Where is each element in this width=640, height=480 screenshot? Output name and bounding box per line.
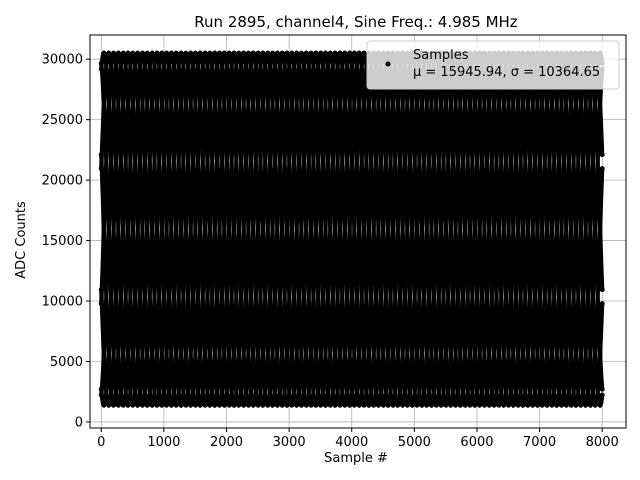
y-axis-ticks: 0 5000 10000 15000 20000 25000 30000 — [42, 53, 90, 430]
sample-point — [599, 152, 605, 158]
x-tick-label: 1000 — [147, 435, 180, 450]
sample-point — [98, 386, 104, 392]
plot-area — [89, 34, 627, 429]
y-tick-label: 10000 — [42, 295, 83, 310]
x-tick-label: 3000 — [273, 435, 306, 450]
y-axis-label: ADC Counts — [14, 201, 29, 279]
y-tick-label: 30000 — [42, 53, 83, 68]
x-axis-label: Sample # — [324, 451, 388, 466]
x-tick-label: 6000 — [460, 435, 493, 450]
x-axis-ticks: 0 1000 2000 3000 4000 5000 6000 7000 8000 — [97, 428, 619, 450]
sample-point — [98, 66, 104, 72]
axes-frame — [89, 34, 627, 429]
x-tick-label: 4000 — [335, 435, 368, 450]
sample-point — [98, 287, 104, 293]
sample-point — [599, 287, 605, 293]
sample-trace-phase-7 — [99, 50, 605, 408]
y-tick-label: 20000 — [42, 174, 83, 189]
sample-point — [98, 301, 104, 307]
sample-point — [599, 166, 605, 172]
x-tick-label: 0 — [97, 435, 105, 450]
sample-point — [599, 301, 605, 307]
legend-marker-samples — [385, 61, 391, 67]
data-points-layer — [98, 50, 605, 408]
sample-point — [599, 392, 605, 398]
x-tick-label: 5000 — [398, 435, 431, 450]
sample-trace-phase-6 — [99, 50, 605, 408]
y-tick-label: 5000 — [50, 355, 83, 370]
legend-box — [366, 40, 620, 90]
legend: Samples μ = 15945.94, σ = 10364.65 — [366, 40, 620, 90]
chart-title: Run 2895, channel4, Sine Freq.: 4.985 MH… — [194, 13, 518, 31]
y-tick-label: 25000 — [42, 113, 83, 128]
y-tick-label: 0 — [75, 415, 83, 430]
sample-point — [98, 152, 104, 158]
sample-point — [98, 166, 104, 172]
legend-stats: μ = 15945.94, σ = 10364.65 — [413, 65, 600, 80]
x-tick-label: 7000 — [523, 435, 556, 450]
x-tick-label: 2000 — [210, 435, 243, 450]
sample-point — [599, 386, 605, 392]
sample-point — [98, 392, 104, 398]
x-tick-label: 8000 — [586, 435, 619, 450]
legend-label-samples: Samples — [413, 48, 469, 63]
y-tick-label: 15000 — [42, 234, 83, 249]
sample-point — [98, 60, 104, 66]
